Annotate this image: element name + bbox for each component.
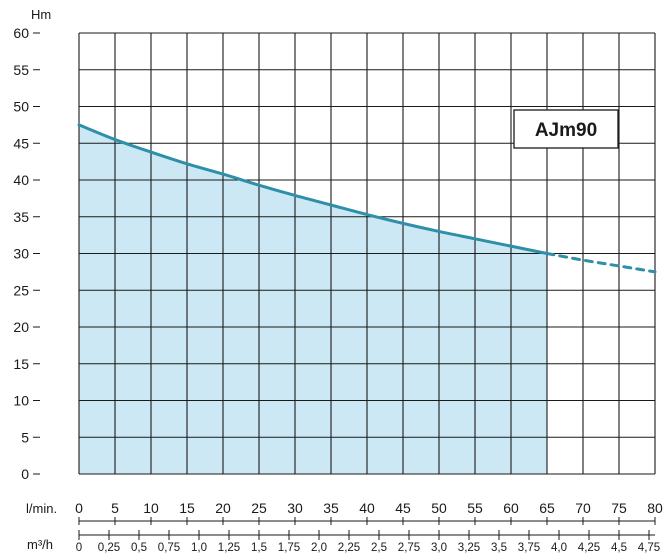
x-tick-label-lmin: 0 [75,500,83,516]
x-tick-label-m3h: 0,5 [131,542,147,554]
y-tick-label: 60 [13,25,29,41]
x-tick-label-m3h: 0,25 [98,542,120,554]
y-tick-label: 30 [13,246,29,262]
x-tick-label-lmin: 10 [143,500,159,516]
y-tick-label: 35 [13,209,29,225]
x-tick-label-m3h: 1,75 [278,542,300,554]
y-axis: 0 5 10 15 20 25 30 35 40 45 50 55 60 [13,25,40,482]
y-tick-label: 0 [21,466,29,482]
x-tick-label-m3h: 3,75 [518,542,540,554]
x-tick-label-m3h: 2,5 [371,542,387,554]
x-tick-label-m3h: 4,25 [578,542,600,554]
x-tick-label-m3h: 2,25 [338,542,360,554]
x-tick-label-m3h: 2,0 [311,542,327,554]
x-tick-label-lmin: 60 [503,500,519,516]
x-tick-label-lmin: 35 [323,500,339,516]
y-tick-label: 15 [13,356,29,372]
model-label: AJm90 [535,120,597,141]
x-axis-lmin: 0 5 10 15 20 25 30 35 40 45 50 55 60 65 70 75 80 [75,500,663,525]
x-axis-lmin-label: l/min. [26,501,57,516]
x-tick-label-m3h: 1,25 [218,542,240,554]
x-tick-label-lmin: 75 [611,500,627,516]
y-tick-label: 5 [21,429,29,445]
performance-curves [77,123,657,274]
y-tick-label: 20 [13,319,29,335]
x-tick-label-m3h: 0 [76,542,82,554]
x-tick-label-m3h: 0,75 [158,542,180,554]
x-tick-label-lmin: 15 [179,500,195,516]
x-axis-m3h: 0 0,25 0,5 0,75 1,0 1,25 1,5 1,75 2,0 2,25 2,5 2,75… [76,530,660,554]
y-tick-label: 55 [13,62,29,78]
x-tick-label-m3h: 3,5 [491,542,507,554]
x-tick-label-lmin: 50 [431,500,447,516]
x-tick-label-lmin: 40 [359,500,375,516]
x-tick-label-m3h: 2,75 [398,542,420,554]
x-axis-m3h-label: m³/h [27,537,53,552]
x-tick-label-m3h: 3,0 [431,542,447,554]
x-tick-label-lmin: 55 [467,500,483,516]
model-label-box: AJm90 [513,109,619,149]
y-tick-label: 50 [13,99,29,115]
x-tick-label-lmin: 45 [395,500,411,516]
performance-curve-extension [545,252,657,274]
performance-curve [77,123,549,255]
area-under-curve [79,124,547,474]
x-tick-label-lmin: 80 [647,500,663,516]
x-tick-label-m3h: 4,0 [551,542,567,554]
x-tick-label-lmin: 30 [287,500,303,516]
x-tick-label-lmin: 70 [575,500,591,516]
y-tick-label: 10 [13,393,29,409]
y-tick-label: 40 [13,172,29,188]
x-tick-label-lmin: 5 [111,500,119,516]
y-tick-label: 25 [13,282,29,298]
x-tick-label-m3h: 4,5 [611,542,627,554]
x-tick-label-lmin: 20 [215,500,231,516]
performance-area-fill [79,124,547,474]
x-tick-label-m3h: 1,0 [191,542,207,554]
y-axis-label: Hm [31,7,51,22]
x-tick-label-lmin: 65 [539,500,555,516]
x-tick-label-lmin: 25 [251,500,267,516]
y-tick-label: 45 [13,135,29,151]
x-tick-label-m3h: 1,5 [251,542,267,554]
x-tick-label-m3h: 3,25 [458,542,480,554]
x-tick-label-m3h: 4,75 [638,542,660,554]
